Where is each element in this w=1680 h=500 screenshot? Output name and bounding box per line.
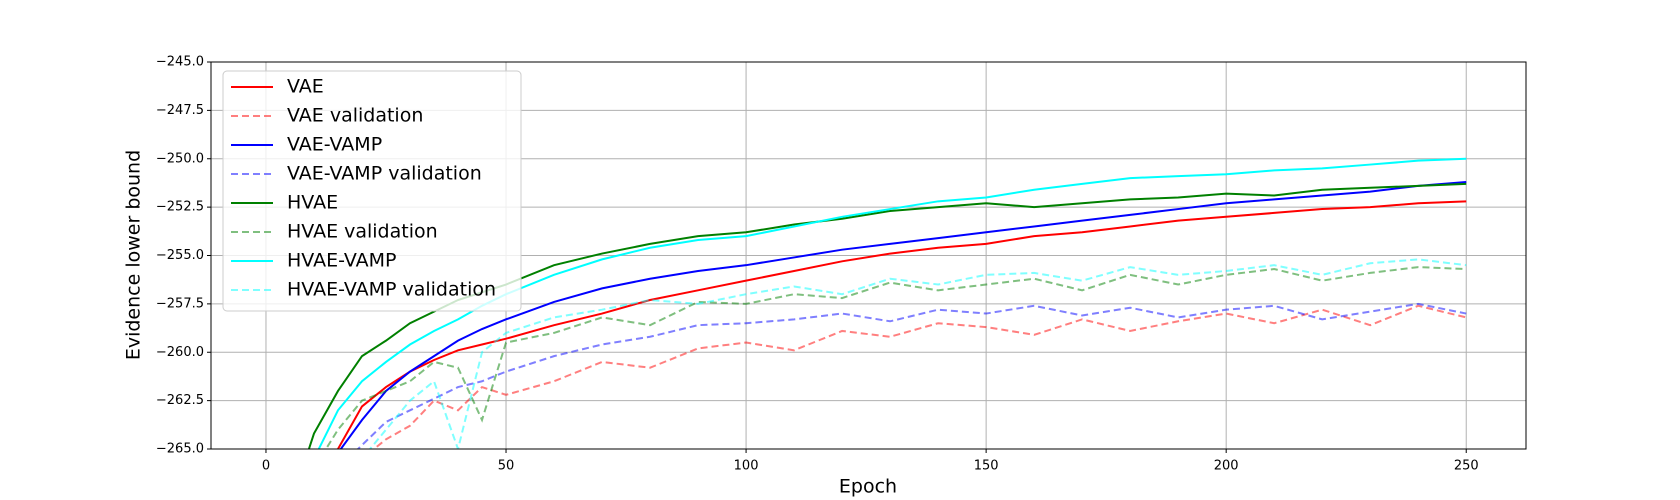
y-tick-label: −250.0	[156, 151, 204, 166]
y-axis-label: Evidence lower bound	[123, 150, 145, 360]
series-line	[356, 302, 1467, 449]
legend-label: HVAE	[287, 192, 338, 214]
y-tick-label: −262.5	[156, 393, 204, 408]
series-line	[317, 157, 1467, 449]
series-line	[324, 266, 1467, 449]
x-tick-label: 100	[734, 459, 759, 474]
y-tick-label: −245.0	[156, 55, 204, 70]
legend-label: VAE-VAMP	[287, 134, 382, 156]
legend-label: VAE-VAMP validation	[287, 163, 482, 185]
legend-label: HVAE validation	[287, 221, 438, 243]
series-line	[368, 258, 1467, 449]
plot-lines	[307, 157, 1467, 449]
legend-label: VAE	[287, 76, 324, 98]
y-tick-label: −247.5	[156, 103, 204, 118]
x-axis-label: Epoch	[839, 476, 897, 498]
y-tick-label: −252.5	[156, 200, 204, 215]
legend-box	[222, 70, 522, 312]
series-line	[339, 180, 1467, 449]
series-line	[307, 182, 1467, 449]
legend-label: HVAE-VAMP	[287, 250, 396, 272]
x-tick-label: 250	[1454, 459, 1479, 474]
axes: −265.0 −262.5 −260.0 −257.5 −255.0 −252.5 −250…	[156, 55, 1479, 474]
legend: VAE VAE validation VAE-VAMP VAE-VAMP valida…	[222, 70, 522, 312]
x-tick-label: 150	[974, 459, 999, 474]
y-tick-label: −265.0	[156, 442, 204, 457]
y-tick-label: −260.0	[156, 345, 204, 360]
x-tick-label: 200	[1214, 459, 1239, 474]
y-tick-label: −257.5	[156, 296, 204, 311]
legend-label: HVAE-VAMP validation	[287, 279, 496, 301]
legend-label: VAE validation	[287, 105, 423, 127]
x-tick-label: 0	[262, 459, 270, 474]
series-line	[372, 304, 1467, 449]
x-tick-label: 50	[498, 459, 515, 474]
y-tick-label: −255.0	[156, 248, 204, 263]
